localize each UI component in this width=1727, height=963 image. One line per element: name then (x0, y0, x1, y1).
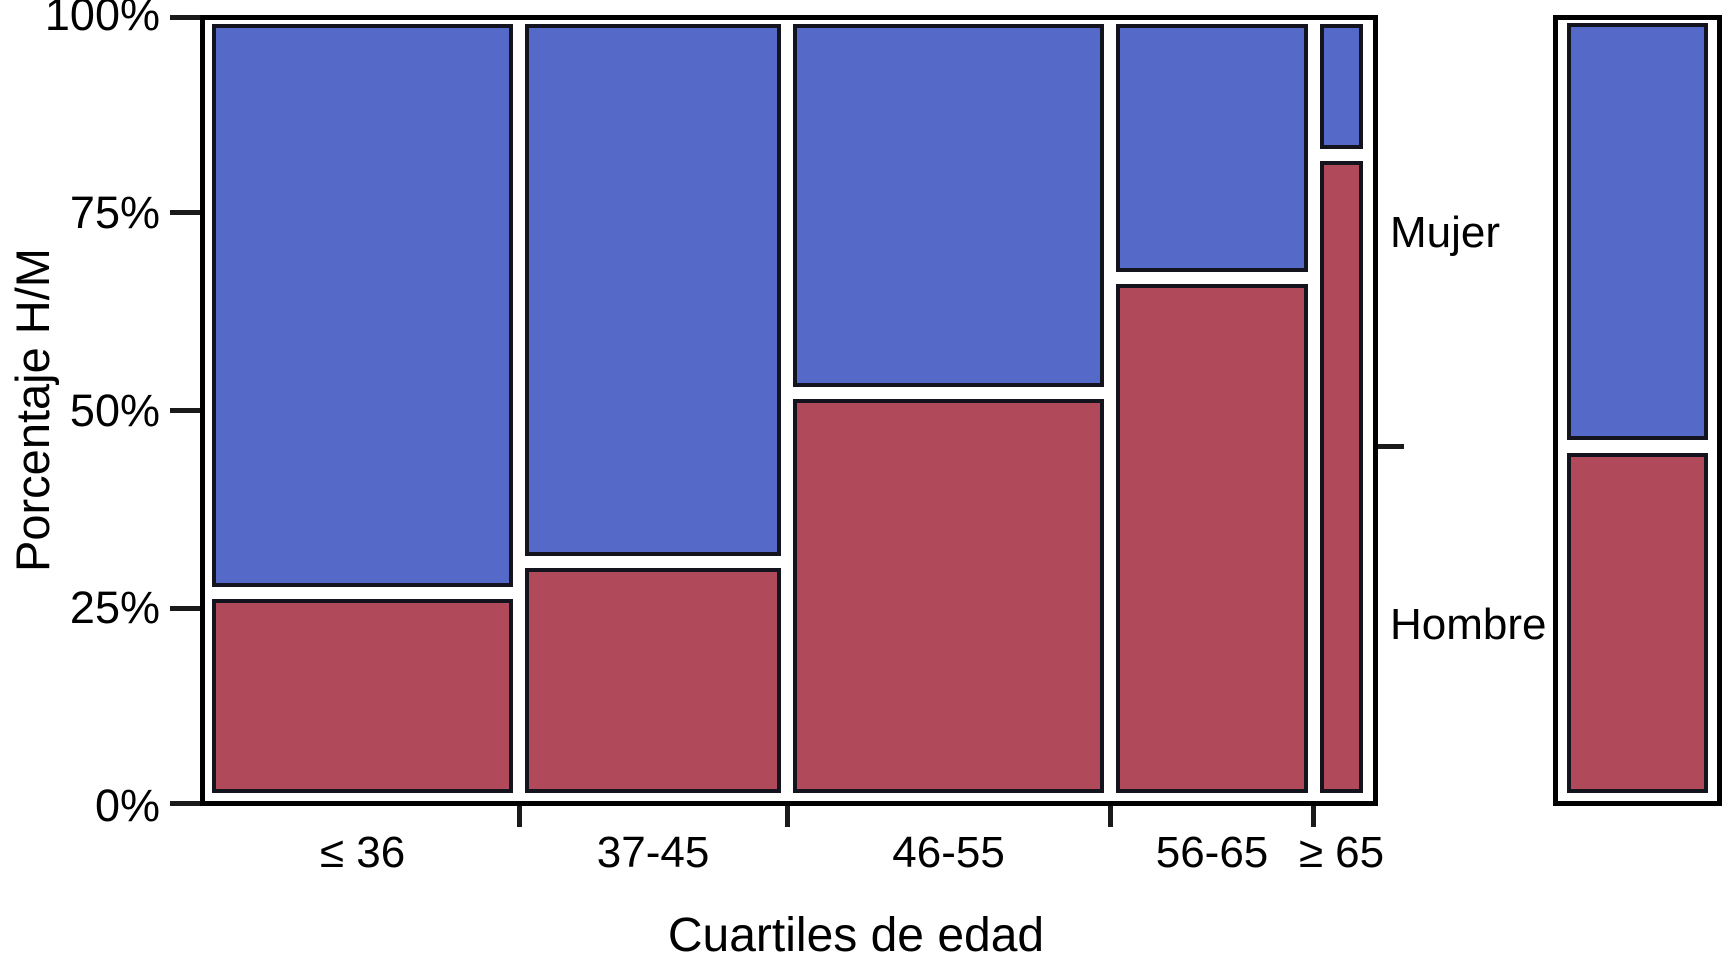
segment-hombre-0 (212, 599, 514, 793)
y-tick-label: 50% (69, 384, 160, 436)
plot-frame (200, 15, 1378, 806)
segment-mujer-0 (212, 24, 514, 588)
x-axis-tick (1107, 806, 1113, 827)
y-axis-tick (170, 15, 200, 20)
y-tick-label: 0% (94, 780, 160, 831)
y-tick-label: 75% (69, 186, 160, 238)
x-category-label: ≥ 65 (1298, 828, 1385, 877)
x-category-label: 37-45 (596, 828, 710, 877)
segment-hombre-3 (1116, 283, 1308, 793)
segment-hombre-2 (793, 399, 1105, 793)
y-axis-tick (170, 801, 200, 806)
segment-hombre-1 (525, 568, 781, 793)
y-axis-tick (170, 605, 200, 611)
segment-mujer-1 (525, 24, 781, 557)
x-category-label: 56-65 (1155, 828, 1269, 877)
segment-mujer-2 (793, 24, 1105, 388)
legend-label-hombre: Hombre (1390, 600, 1547, 649)
y-tick-label: 25% (69, 582, 160, 634)
y-axis-tick (170, 408, 200, 413)
segment-mujer-3 (1116, 24, 1308, 272)
right-axis-category-tick (1378, 444, 1404, 449)
segment-mujer-total (1567, 23, 1708, 440)
y-axis-tick (170, 210, 200, 216)
x-category-label: ≤ 36 (319, 828, 406, 877)
y-tick-label: 100% (44, 0, 160, 40)
legend-label-mujer: Mujer (1390, 208, 1501, 257)
segment-mujer-4 (1319, 24, 1363, 149)
x-axis-title: Cuartiles de edad (667, 909, 1045, 962)
total-bar-frame (1553, 15, 1722, 806)
x-axis-tick (784, 806, 790, 827)
segment-hombre-4 (1319, 160, 1363, 793)
x-axis-tick (1311, 806, 1317, 827)
segment-hombre-total (1567, 453, 1708, 793)
x-category-label: 46-55 (892, 828, 1005, 877)
x-axis-tick (516, 806, 522, 827)
